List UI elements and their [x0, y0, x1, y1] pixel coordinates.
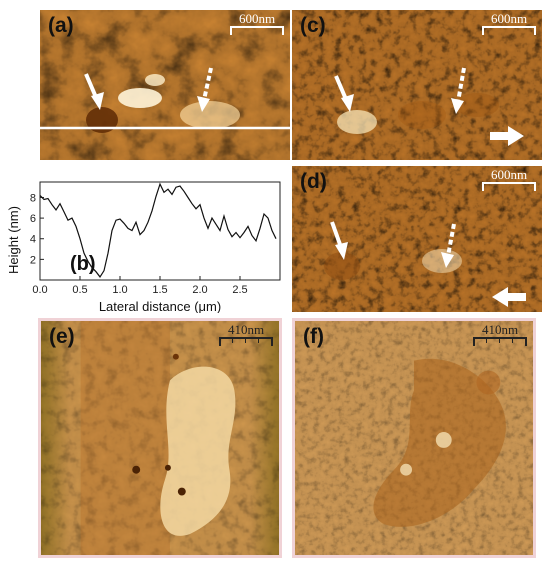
- scale-bar-e: 410nm: [219, 323, 273, 348]
- scan-direction-arrow-icon: [490, 126, 524, 146]
- afm-texture-f: [295, 321, 533, 555]
- overlay-d: [330, 221, 526, 307]
- scale-bar-a: 600nm: [230, 12, 284, 37]
- afm-texture-e: [41, 321, 279, 555]
- dashed-arrow-icon: [441, 223, 456, 268]
- afm-texture-d: [292, 166, 542, 312]
- afm-image-d: (d) 600nm: [292, 166, 542, 312]
- afm-image-a: (a) 600nm: [40, 10, 290, 160]
- overlay-c: [334, 67, 524, 146]
- scale-bar-c: 600nm: [482, 12, 536, 37]
- dashed-arrow-icon: [451, 67, 466, 114]
- height-profile-chart: 0.0 0.5 1.0 1.5 2.0 2.5 2 4 6 8 (b) Lateral distanc…: [30, 181, 281, 313]
- panel-label-a: (a): [48, 14, 74, 37]
- x-tick-label: 1.5: [152, 284, 167, 296]
- panel-label-d: (d): [300, 170, 327, 193]
- afm-texture-a: [40, 10, 290, 160]
- panel-label-f: (f): [303, 325, 324, 348]
- solid-arrow-icon: [330, 221, 348, 260]
- afm-image-f: (f) 410nm: [292, 318, 536, 558]
- scan-direction-arrow-icon: [492, 287, 526, 307]
- scale-bar-text-c: 600nm: [490, 11, 528, 26]
- y-tick-label: 4: [30, 234, 36, 246]
- y-tick-label: 2: [30, 254, 36, 266]
- scale-bar-text-d: 600nm: [490, 167, 528, 182]
- afm-image-e: (e) 410nm: [38, 318, 282, 558]
- dashed-arrow-icon: [197, 67, 213, 112]
- x-tick-label: 1.0: [112, 284, 127, 296]
- solid-arrow-icon: [334, 75, 354, 112]
- y-tick-label: 6: [30, 213, 36, 225]
- x-tick-label: 0.0: [32, 284, 47, 296]
- overlay-a: [40, 67, 290, 130]
- y-tick-label: 8: [30, 192, 36, 204]
- y-axis-title-container: Height (nm): [6, 206, 21, 274]
- panel-label-c: (c): [300, 14, 326, 37]
- scale-bar-d: 600nm: [482, 168, 536, 193]
- scale-bar-text-e: 410nm: [227, 322, 265, 337]
- x-tick-label: 2.0: [192, 284, 207, 296]
- scale-bar-text-f: 410nm: [481, 322, 519, 337]
- scale-bar-f: 410nm: [473, 323, 527, 348]
- y-axis-title: Height (nm): [6, 206, 21, 274]
- x-tick-label: 2.5: [232, 284, 247, 296]
- afm-image-c: (c) 600nm: [292, 10, 542, 160]
- height-profile-line: [39, 182, 277, 278]
- x-tick-label: 0.5: [72, 284, 87, 296]
- x-axis-title: Lateral distance (μm): [99, 299, 221, 313]
- solid-arrow-icon: [84, 73, 104, 110]
- plot-frame: [39, 181, 281, 281]
- scale-bar-text-a: 600nm: [238, 11, 276, 26]
- panel-label-b: (b): [70, 253, 96, 275]
- panel-label-e: (e): [49, 325, 75, 348]
